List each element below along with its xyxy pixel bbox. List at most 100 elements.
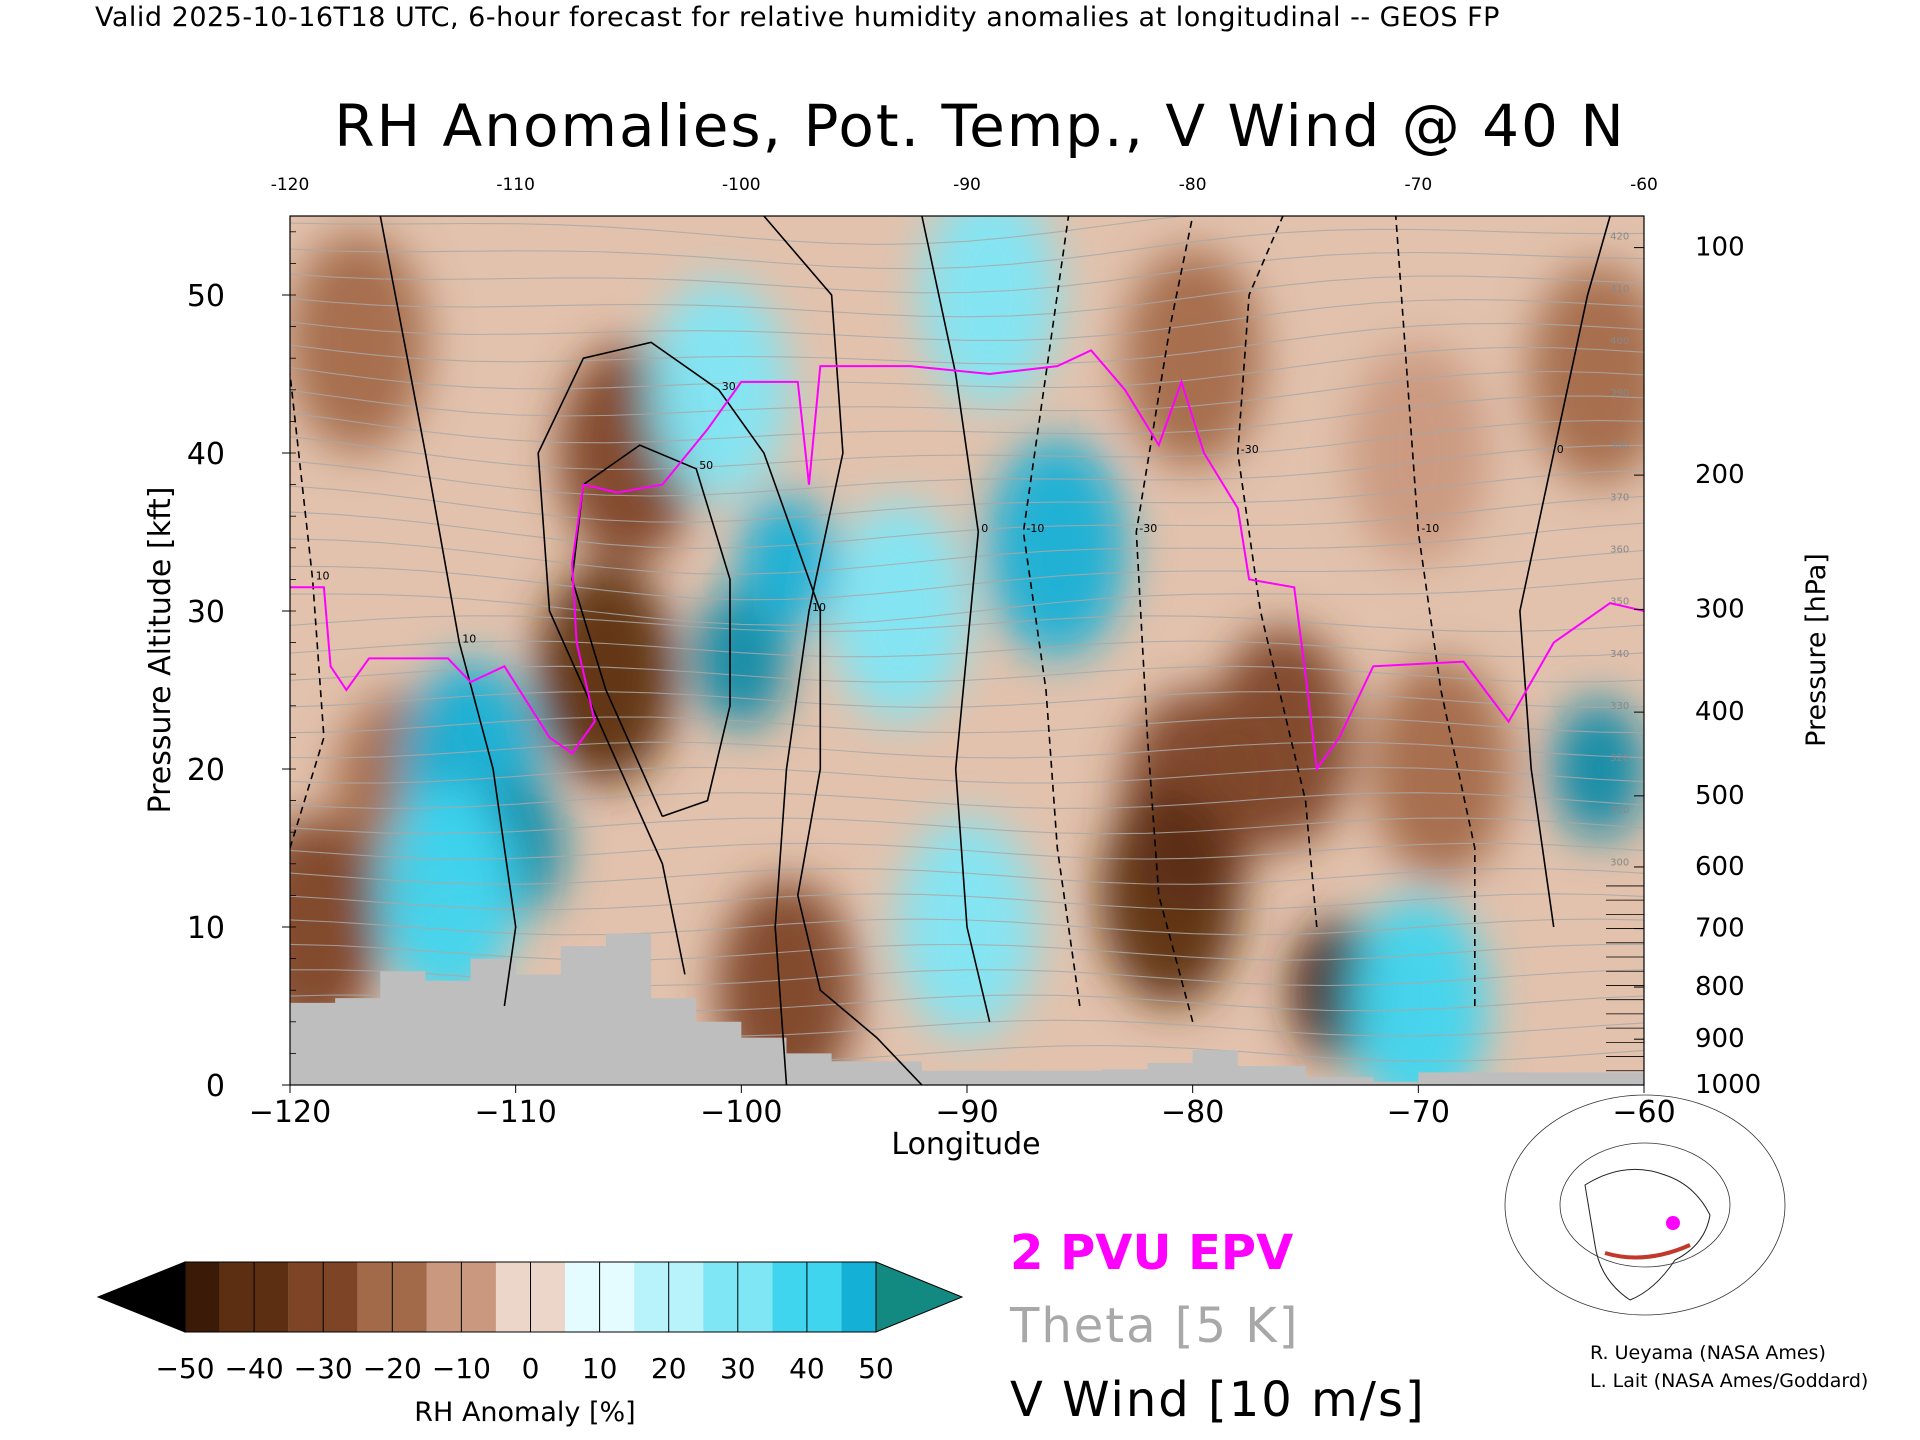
theta-contour: [290, 741, 1644, 759]
colorbar-tick-label: −40: [225, 1352, 284, 1385]
theta-contour: [290, 251, 1644, 294]
v-wind-label: 0: [1557, 443, 1564, 456]
locator-map: [1545, 1155, 1740, 1305]
colorbar-swatch: [254, 1262, 289, 1332]
theta-contour: [290, 615, 1644, 633]
theta-contour: [290, 577, 1644, 626]
colorbar-swatch: [772, 1262, 807, 1332]
v-wind-contour: [1236, 216, 1318, 928]
x-tick-label: −90: [935, 1095, 998, 1130]
theta-contour: [290, 275, 1644, 318]
theta-contour: [290, 549, 1644, 601]
pressure-tick-label: 100: [1695, 233, 1745, 263]
theta-contour: [290, 322, 1644, 365]
colorbar-tick-label: 10: [582, 1352, 618, 1385]
legend-theta: Theta [5 K]: [1010, 1298, 1300, 1354]
theta-contour: [290, 395, 1644, 444]
rh-region-13: [987, 437, 1128, 658]
pressure-tick-label: 900: [1695, 1024, 1745, 1054]
rh-region-16: [1100, 785, 1241, 1006]
rh-region-11: [829, 501, 970, 721]
colorbar-swatch: [426, 1262, 462, 1332]
colorbar-tick-label: −10: [432, 1352, 491, 1385]
y-tick-label: 50: [187, 279, 225, 314]
colorbar-swatch: [668, 1262, 704, 1332]
x-tick-label: −70: [1387, 1095, 1450, 1130]
x-top-tick-label: -100: [722, 175, 761, 195]
v-wind-contour: [921, 216, 991, 1022]
colorbar-swatch: [599, 1262, 635, 1332]
pv-2pvu-line: [290, 349, 1644, 772]
y2-axis-title: Pressure [hPa]: [1801, 553, 1832, 747]
pressure-tick-label: 400: [1695, 697, 1745, 727]
theta-contour: [290, 299, 1644, 341]
theta-label: 340: [1610, 649, 1629, 660]
colorbar-swatch: [392, 1262, 427, 1332]
theta-contour: [290, 522, 1644, 575]
v-wind-contour: [290, 373, 325, 849]
colorbar-tick-label: 30: [720, 1352, 756, 1385]
theta-contour: [290, 346, 1644, 390]
pressure-tick-label: 700: [1695, 914, 1745, 944]
rh-region-22: [1348, 896, 1489, 1085]
rh-region-12: [919, 216, 1060, 405]
map-graticule: [1504, 1094, 1786, 1316]
x-top-tick-label: -70: [1404, 175, 1432, 195]
rh-region-2: [290, 817, 383, 1037]
rh-region-0: [290, 232, 428, 453]
colorbar-swatch: [841, 1262, 876, 1332]
rh-region-6: [535, 564, 676, 785]
y-axis-title: Pressure Altitude [kft]: [143, 487, 178, 814]
colorbar-swatch: [461, 1262, 496, 1332]
colorbar-swatch: [357, 1262, 393, 1332]
theta-label: 300: [1610, 857, 1629, 868]
x-top-tick-label: -120: [271, 175, 310, 195]
v-wind-contours: 10 30 50 10 0 -10 -30 -30 -10 0 10: [290, 216, 1611, 1085]
credit-line-2: L. Lait (NASA Ames/Goddard): [1590, 1370, 1869, 1392]
pressure-tick-label: 300: [1695, 594, 1745, 624]
colorbar-arrow-low: [96, 1261, 186, 1333]
v-wind-label: -10: [1026, 522, 1044, 535]
v-wind-label: -10: [1421, 522, 1439, 535]
chart-title: RH Anomalies, Pot. Temp., V Wind @ 40 N: [334, 92, 1626, 160]
v-wind-label: 10: [316, 569, 330, 582]
x-top-tick-label: -60: [1630, 175, 1658, 195]
map-coastline: [1584, 1168, 1711, 1301]
theta-contour: [290, 469, 1644, 523]
y-tick-label: 10: [187, 911, 225, 946]
x-tick-label: −100: [700, 1095, 782, 1130]
rh-region-19: [1122, 248, 1263, 469]
x-axis-title: Longitude: [891, 1127, 1040, 1162]
x-top-tick-label: -90: [953, 175, 981, 195]
colorbar-swatch: [219, 1262, 255, 1332]
theta-contour: [290, 370, 1644, 417]
y-tick-label: 20: [187, 753, 225, 788]
theta-contour: [290, 495, 1644, 549]
credit-line-1: R. Ueyama (NASA Ames): [1590, 1342, 1826, 1364]
colorbar-tick-label: −30: [294, 1352, 353, 1385]
pressure-tick-label: 500: [1695, 781, 1745, 811]
colorbar-tick-label: −50: [155, 1352, 214, 1385]
colorbar-swatch: [737, 1262, 773, 1332]
theta-contour: [290, 943, 1644, 961]
pressure-tick-label: 800: [1695, 972, 1745, 1002]
theta-contour: [290, 868, 1644, 885]
legend-wind: V Wind [10 m/s]: [1010, 1372, 1426, 1428]
v-wind-contour: [1135, 216, 1194, 1023]
theta-contour: [290, 893, 1644, 911]
theta-label: 330: [1610, 701, 1629, 712]
colorbar-swatch: [185, 1262, 220, 1332]
legend-epv: 2 PVU EPV: [1010, 1225, 1294, 1281]
theta-contour: [290, 228, 1644, 270]
rh-region-20: [1348, 343, 1489, 563]
x-tick-label: −60: [1612, 1095, 1675, 1130]
v-wind-label: 10: [462, 633, 476, 646]
v-wind-label: -30: [1241, 443, 1259, 456]
colorbar-swatch: [703, 1262, 738, 1332]
rh-region-23: [1550, 699, 1644, 839]
v-wind-contour: [379, 216, 517, 1007]
theta-label: 400: [1610, 336, 1629, 347]
theta-contour: [290, 842, 1644, 860]
colorbar-swatch: [565, 1262, 600, 1332]
